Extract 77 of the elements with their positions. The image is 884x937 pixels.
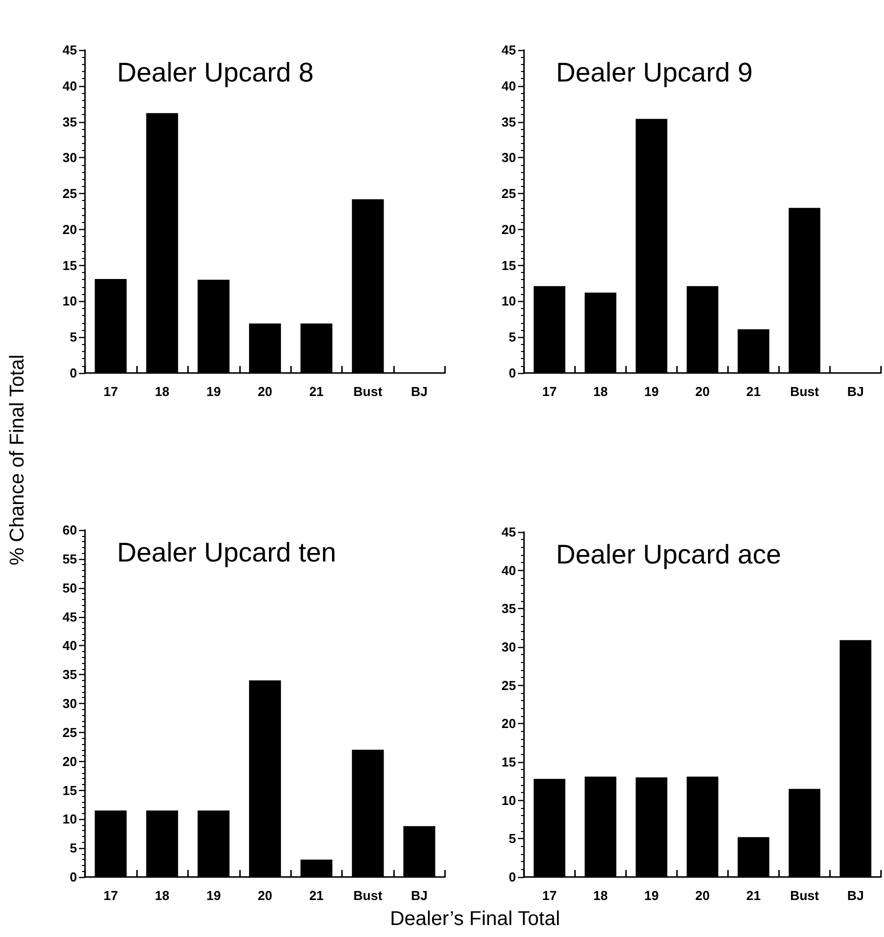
x-tick-label: Bust — [790, 888, 820, 903]
y-tick-label: 0 — [70, 366, 77, 380]
chart-title: Dealer Upcard 8 — [117, 58, 314, 88]
x-tick-label: BJ — [410, 384, 428, 399]
y-tick-label: 30 — [62, 150, 77, 166]
x-tick-label: 19 — [644, 384, 659, 399]
x-tick-label: Bust — [790, 384, 820, 399]
y-tick-label: 35 — [62, 667, 77, 682]
y-tick-label: 25 — [62, 186, 77, 202]
y-tick-label: 40 — [502, 562, 516, 578]
y-tick-label: 25 — [62, 724, 77, 740]
x-tick-label: 21 — [746, 384, 761, 399]
y-tick-label: 55 — [62, 551, 77, 566]
y-tick-label: 45 — [62, 609, 77, 624]
x-tick-label: 18 — [154, 384, 170, 399]
y-tick-label: 20 — [502, 222, 516, 237]
y-tick-label: 15 — [62, 782, 77, 798]
y-tick-label: 15 — [62, 258, 77, 273]
y-tick-label: 40 — [502, 78, 516, 94]
x-tick-label: 20 — [258, 384, 272, 399]
chart-title: Dealer Upcard ten — [117, 538, 336, 568]
x-tick-label: 18 — [593, 888, 608, 903]
y-tick-label: 10 — [502, 792, 516, 808]
y-tick-label: 45 — [62, 42, 77, 58]
chart-title: Dealer Upcard 9 — [556, 58, 753, 88]
x-tick-label: BJ — [847, 888, 864, 903]
y-tick-label: 20 — [502, 716, 516, 732]
y-tick-label: 5 — [70, 840, 77, 856]
y-tick-label: 10 — [62, 294, 77, 309]
x-tick-label: 17 — [542, 384, 557, 399]
y-tick-label: 35 — [62, 114, 77, 130]
y-tick-label: 50 — [62, 580, 77, 596]
x-tick-label: Bust — [353, 384, 383, 399]
y-tick-label: 60 — [62, 522, 77, 538]
x-tick-label: 19 — [206, 384, 221, 399]
x-tick-label: 17 — [542, 888, 557, 903]
x-tick-label: 20 — [695, 384, 710, 399]
x-axis-title: Dealer’s Final Total — [390, 908, 560, 931]
y-tick-label: 25 — [502, 678, 516, 693]
x-tick-label: 21 — [309, 384, 324, 399]
x-tick-label: Bust — [353, 888, 383, 903]
x-tick-label: 18 — [154, 888, 170, 903]
y-tick-label: 0 — [508, 366, 516, 380]
y-tick-label: 10 — [62, 812, 77, 827]
x-tick-label: 20 — [695, 888, 710, 903]
x-tick-label: 17 — [103, 888, 118, 903]
y-tick-label: 30 — [502, 150, 516, 166]
y-tick-label: 40 — [62, 638, 77, 654]
y-tick-label: 40 — [62, 78, 77, 94]
x-tick-label: 20 — [258, 888, 272, 903]
y-tick-label: 45 — [502, 42, 516, 58]
y-tick-label: 45 — [502, 524, 516, 540]
y-tick-label: 0 — [508, 870, 516, 884]
x-tick-label: 21 — [746, 888, 761, 903]
y-tick-label: 5 — [70, 330, 77, 345]
y-tick-label: 5 — [508, 330, 516, 345]
y-tick-label: 15 — [502, 258, 516, 273]
y-tick-label: 30 — [62, 696, 77, 711]
y-tick-label: 20 — [62, 222, 77, 237]
x-tick-label: BJ — [410, 888, 428, 903]
y-tick-label: 10 — [502, 294, 516, 309]
y-tick-label: 20 — [62, 754, 77, 769]
y-tick-label: 30 — [502, 640, 516, 654]
x-tick-label: 19 — [206, 888, 221, 903]
chart-title: Dealer Upcard ace — [556, 540, 782, 570]
y-tick-label: 35 — [502, 114, 516, 130]
x-tick-label: 18 — [593, 384, 608, 399]
y-tick-label: 5 — [508, 831, 516, 846]
y-axis-title: % Chance of Final Total — [6, 354, 30, 566]
y-tick-label: 15 — [502, 754, 516, 770]
x-tick-label: 19 — [644, 888, 659, 903]
y-tick-label: 25 — [502, 186, 516, 202]
y-tick-label: 35 — [502, 601, 516, 616]
y-tick-label: 0 — [70, 870, 77, 884]
x-tick-label: BJ — [847, 384, 864, 399]
x-tick-label: 17 — [103, 384, 118, 399]
x-tick-label: 21 — [309, 888, 324, 903]
